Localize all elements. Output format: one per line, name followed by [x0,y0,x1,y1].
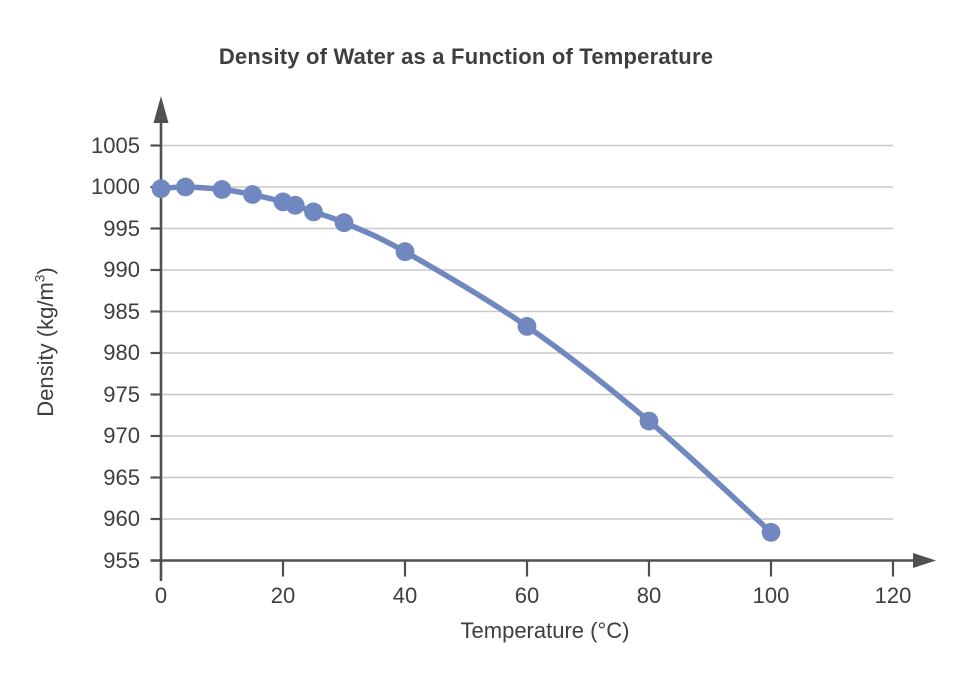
x-tick-label-40: 40 [392,583,418,608]
data-point [176,177,195,197]
data-point [212,180,232,199]
x-tick-label-20: 20 [270,583,296,608]
y-tick-label-1005: 1005 [91,132,140,158]
data-point [761,522,781,542]
chart-title: Density of Water as a Function of Temper… [218,44,714,69]
data-line [158,184,774,536]
y-tick-label-980: 980 [103,340,140,365]
y-tick-label-990: 990 [103,257,140,282]
x-tick-label-120: 120 [874,583,912,608]
y-tick-label-960: 960 [103,506,140,531]
y-tick-label-985: 985 [103,298,140,324]
x-tick-label-80: 80 [636,583,662,608]
y-tick-label-965: 965 [103,464,140,490]
x-tick-label-60: 60 [514,583,540,608]
data-point [639,411,659,431]
data-point [304,202,323,222]
y-axis-arrowhead [153,96,169,123]
y-axis-label-text: Density (kg/m [33,282,58,417]
data-point [334,213,354,233]
x-tick-label-0: 0 [154,583,168,608]
x-axis-arrowhead [913,553,936,568]
y-axis-label-suffix: ) [33,267,58,275]
y-tick-label-955: 955 [103,547,140,573]
x-tick-label-100: 100 [752,583,790,608]
y-tick-label-1000: 1000 [91,174,140,199]
y-tick-label-970: 970 [103,423,140,448]
y-tick-label-995: 995 [103,215,140,241]
data-point [395,242,415,262]
data-point [243,185,262,204]
data-point [285,195,305,215]
data-point [151,179,171,199]
x-axis-label: Temperature (°C) [460,618,630,643]
y-tick-label-975: 975 [103,381,140,407]
y-axis-label-superscript: 3 [32,274,48,283]
data-point [517,317,537,336]
